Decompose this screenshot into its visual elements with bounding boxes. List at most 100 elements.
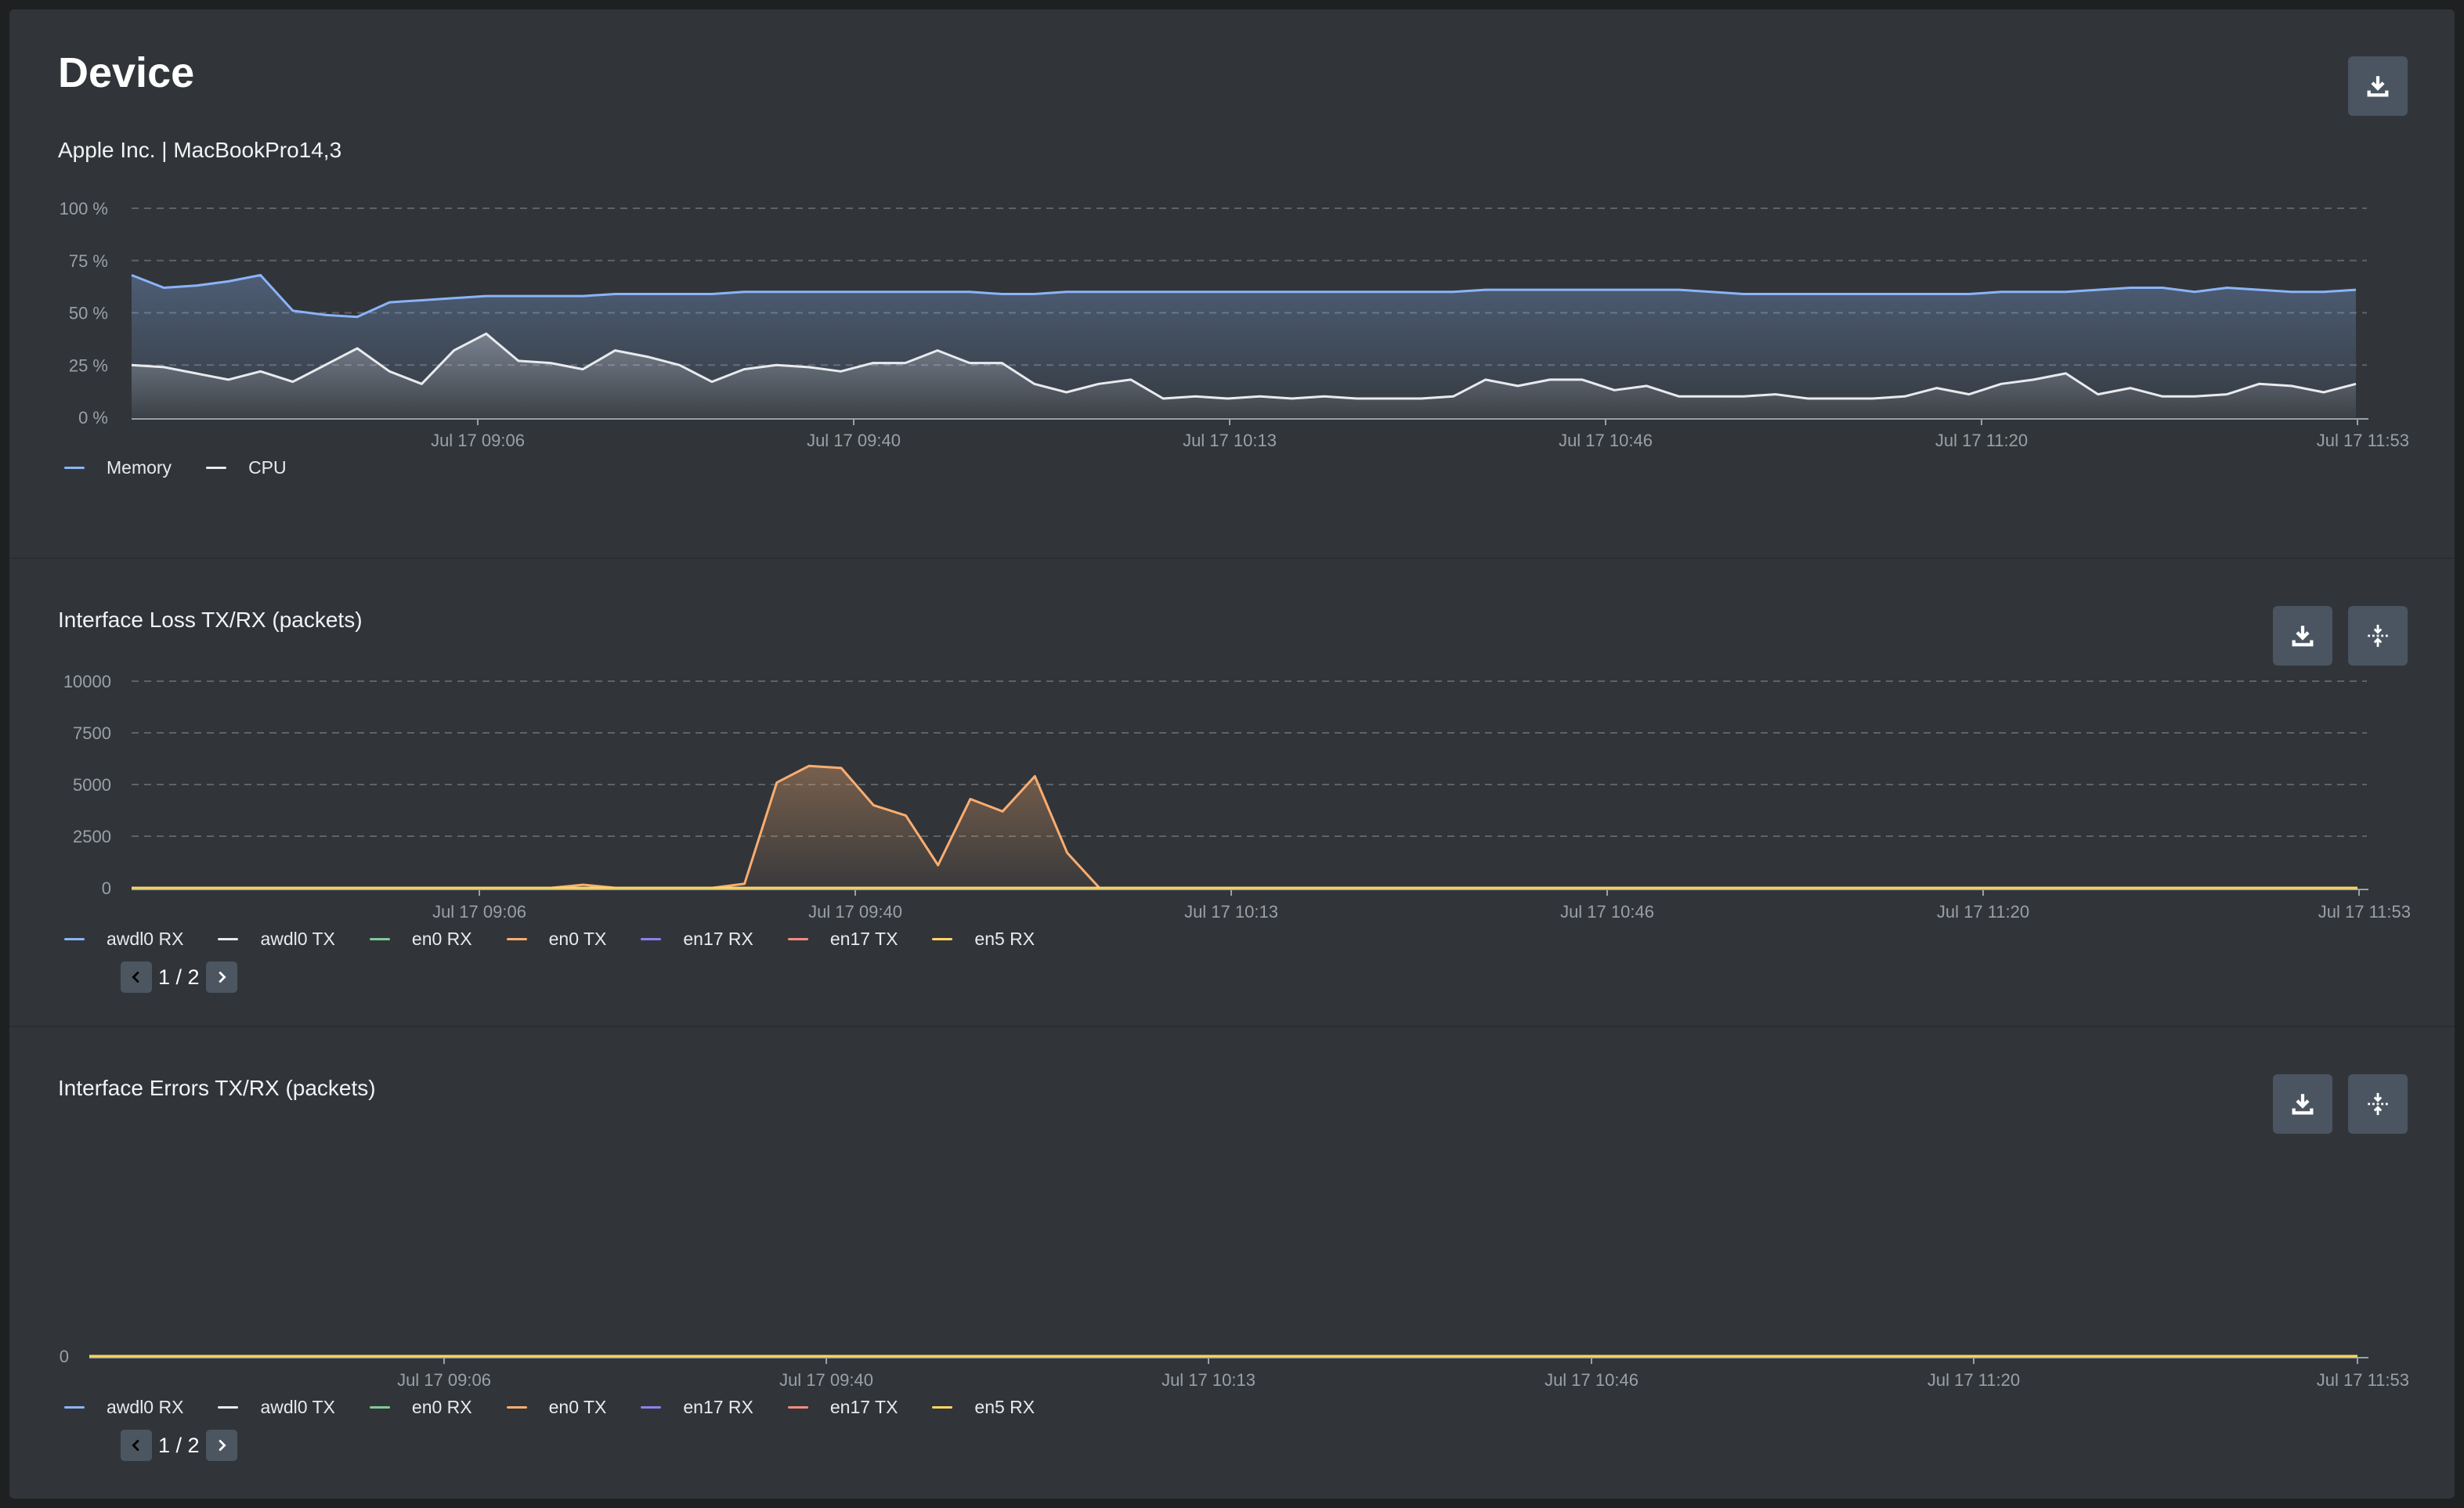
interface-loss-title: Interface Loss TX/RX (packets) (58, 608, 363, 632)
legend-swatch (932, 1406, 953, 1409)
x-tick-label: Jul 17 10:13 (1183, 431, 1277, 450)
loss-expand-button[interactable] (2348, 606, 2408, 666)
series-line-en0-tx (132, 764, 2357, 889)
device-download-button[interactable] (2348, 56, 2408, 116)
chevron-right-icon (218, 971, 226, 983)
legend-item[interactable]: awdl0 TX (218, 929, 335, 950)
x-tick-label: Jul 17 09:06 (431, 431, 525, 450)
legend-item[interactable]: en5 RX (932, 1397, 1035, 1418)
x-tick-label: Jul 17 11:53 (2317, 431, 2409, 450)
x-tick-label: Jul 17 11:20 (1927, 1370, 2020, 1390)
device-section: Device Apple Inc. | MacBookPro14,3 0 % 25… (9, 9, 2455, 557)
legend-swatch (64, 938, 85, 940)
errors-prev-page-button[interactable] (121, 1430, 152, 1461)
series-area-en0-tx (132, 766, 2357, 888)
legend-label: awdl0 TX (260, 929, 335, 949)
loss-download-button[interactable] (2273, 606, 2332, 666)
legend-label: awdl0 RX (107, 1397, 184, 1417)
x-tick-label: Jul 17 10:46 (1560, 902, 1654, 922)
y-tick-label: 0 % (78, 408, 108, 428)
cpu-memory-legend: Memory CPU (64, 457, 321, 478)
x-tick-label: Jul 17 10:46 (1559, 431, 1653, 450)
y-tick-label: 100 % (60, 199, 108, 218)
legend-swatch (641, 1406, 662, 1409)
legend-label: en17 RX (683, 929, 753, 949)
x-tick-label: Jul 17 11:53 (2318, 902, 2411, 922)
legend-item[interactable]: en5 RX (932, 929, 1035, 950)
y-tick-label: 2500 (73, 827, 111, 846)
series-line-memory (131, 273, 2357, 319)
x-tick-label: Jul 17 10:46 (1545, 1370, 1638, 1390)
download-icon (2367, 76, 2389, 97)
loss-prev-page-button[interactable] (121, 961, 152, 993)
legend-label: awdl0 RX (107, 929, 184, 949)
download-icon (2292, 626, 2314, 647)
interface-errors-legend: awdl0 RX awdl0 TX en0 RX en0 TX en17 RX en17 … (64, 1397, 1069, 1418)
x-tick-label: Jul 17 10:13 (1184, 902, 1278, 922)
legend-item[interactable]: Memory (64, 457, 172, 478)
interface-errors-pager: 1 / 2 (121, 1430, 237, 1461)
loss-next-page-button[interactable] (205, 961, 237, 993)
legend-swatch (64, 1406, 85, 1409)
legend-swatch (787, 1406, 808, 1409)
errors-page-indicator: 1 / 2 (158, 1433, 200, 1457)
legend-label: en17 TX (829, 929, 898, 949)
chevron-right-icon (218, 1439, 226, 1452)
legend-label: en0 RX (411, 929, 472, 949)
legend-label: awdl0 TX (260, 1397, 335, 1417)
legend-label: Memory (107, 457, 172, 478)
x-tick-label: Jul 17 09:06 (397, 1370, 491, 1390)
interface-errors-section: Interface Errors TX/RX (packets) 0 Jul 17… (9, 1026, 2455, 1499)
errors-expand-button[interactable] (2348, 1074, 2408, 1134)
legend-swatch (787, 938, 808, 940)
cpu-memory-chart: 0 % 25 % 50 % 75 % 100 % Jul 17 09:06 Jul 17 0… (60, 199, 2409, 450)
legend-item[interactable]: awdl0 RX (64, 929, 183, 950)
legend-item[interactable]: awdl0 TX (218, 1397, 335, 1418)
legend-label: en5 RX (974, 1397, 1035, 1417)
legend-swatch (218, 938, 239, 940)
x-tick-label: Jul 17 09:40 (779, 1370, 873, 1390)
x-tick-label: Jul 17 11:53 (2317, 1370, 2409, 1390)
legend-swatch (932, 938, 953, 940)
chevron-left-icon (132, 1439, 139, 1452)
legend-item[interactable]: en17 RX (641, 929, 753, 950)
legend-label: en17 RX (683, 1397, 753, 1417)
legend-swatch (218, 1406, 239, 1409)
errors-next-page-button[interactable] (205, 1430, 237, 1461)
legend-swatch (641, 938, 662, 940)
legend-item[interactable]: en0 RX (369, 1397, 472, 1418)
legend-item[interactable]: en17 TX (787, 1397, 898, 1418)
legend-item[interactable]: en17 TX (787, 929, 898, 950)
legend-label: CPU (248, 457, 287, 478)
legend-item[interactable]: CPU (206, 457, 287, 478)
device-panel: Device Apple Inc. | MacBookPro14,3 0 % 25… (9, 9, 2455, 1499)
legend-label: en17 TX (829, 1397, 898, 1417)
legend-item[interactable]: awdl0 RX (64, 1397, 183, 1418)
y-tick-label: 75 % (69, 251, 108, 271)
legend-label: en0 TX (548, 1397, 607, 1417)
x-tick-label: Jul 17 09:40 (807, 431, 901, 450)
interface-loss-pager: 1 / 2 (121, 961, 237, 993)
download-icon (2292, 1094, 2314, 1115)
legend-item[interactable]: en0 TX (506, 1397, 607, 1418)
legend-item[interactable]: en0 TX (506, 929, 606, 950)
page-title: Device (58, 49, 195, 96)
legend-item[interactable]: en17 RX (641, 1397, 753, 1418)
y-tick-label: 25 % (69, 355, 108, 375)
chevron-left-icon (132, 971, 139, 983)
device-subtitle: Apple Inc. | MacBookPro14,3 (58, 138, 342, 162)
expand-vertical-icon (2368, 624, 2388, 648)
legend-swatch (506, 1406, 527, 1409)
legend-label: en5 RX (974, 929, 1035, 949)
interface-loss-section: Interface Loss TX/RX (packets) 0 2500 5000… (9, 557, 2455, 1027)
legend-swatch (369, 1406, 390, 1409)
legend-item[interactable]: en0 RX (369, 929, 472, 950)
legend-swatch (64, 467, 85, 469)
y-tick-label: 0 (102, 878, 111, 898)
loss-page-indicator: 1 / 2 (158, 965, 200, 989)
legend-label: en0 RX (411, 1397, 472, 1417)
errors-download-button[interactable] (2273, 1074, 2332, 1134)
interface-loss-chart: 0 2500 5000 7500 10000 Jul 17 09:06 Jul 17 09:… (63, 672, 2411, 922)
expand-vertical-icon (2368, 1092, 2388, 1116)
x-tick-label: Jul 17 09:06 (432, 902, 526, 922)
